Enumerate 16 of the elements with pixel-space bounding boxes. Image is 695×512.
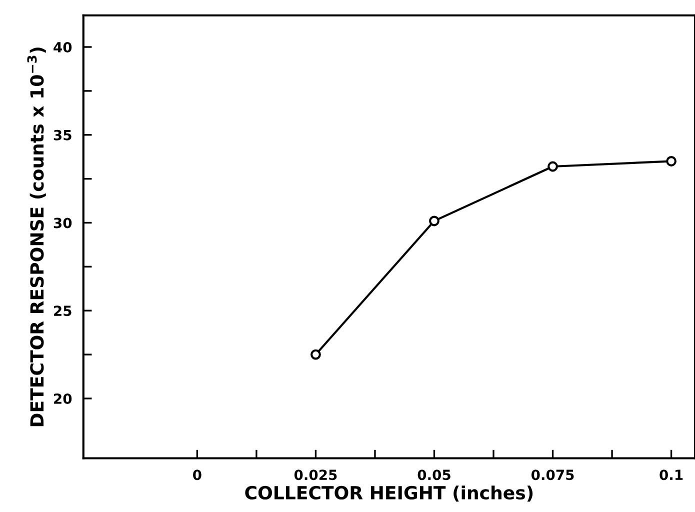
y-tick-label: 30 — [54, 218, 72, 228]
x-tick-label: 0.1 — [660, 470, 683, 480]
y-axis-title: DETECTOR RESPONSE (counts x 10$^{−3}$) — [27, 48, 46, 426]
point — [310, 349, 321, 360]
x-tick-label: 0 — [193, 470, 202, 480]
point — [429, 216, 440, 226]
point — [666, 156, 677, 166]
y-tick-label: 25 — [54, 306, 72, 316]
x-tick-label: 0.05 — [418, 470, 450, 480]
x-tick-label: 0.075 — [531, 470, 574, 480]
y-tick-label: 35 — [54, 130, 72, 140]
x-axis-title: COLLECTOR HEIGHT (inches) — [245, 486, 533, 502]
x-tick-label: 0.025 — [294, 470, 337, 480]
point — [548, 161, 558, 172]
y-tick-label: 20 — [54, 393, 72, 404]
y-tick-label: 40 — [54, 42, 72, 52]
